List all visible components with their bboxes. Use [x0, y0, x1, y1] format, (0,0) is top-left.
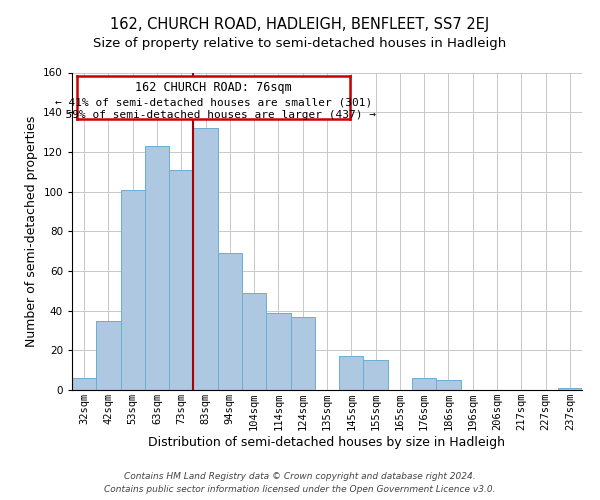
Bar [121, 190, 145, 390]
Bar [364, 360, 388, 390]
Bar [266, 312, 290, 390]
Bar [290, 316, 315, 390]
X-axis label: Distribution of semi-detached houses by size in Hadleigh: Distribution of semi-detached houses by … [149, 436, 505, 449]
Text: Size of property relative to semi-detached houses in Hadleigh: Size of property relative to semi-detach… [94, 38, 506, 51]
Bar [558, 388, 582, 390]
Bar [169, 170, 193, 390]
Bar [218, 253, 242, 390]
Bar [412, 378, 436, 390]
Bar [242, 293, 266, 390]
Bar [193, 128, 218, 390]
Bar [145, 146, 169, 390]
Text: 162, CHURCH ROAD, HADLEIGH, BENFLEET, SS7 2EJ: 162, CHURCH ROAD, HADLEIGH, BENFLEET, SS… [110, 18, 490, 32]
Bar [72, 378, 96, 390]
Y-axis label: Number of semi-detached properties: Number of semi-detached properties [25, 116, 38, 347]
Text: Contains HM Land Registry data © Crown copyright and database right 2024.
Contai: Contains HM Land Registry data © Crown c… [104, 472, 496, 494]
Bar [96, 320, 121, 390]
Bar [339, 356, 364, 390]
Bar [436, 380, 461, 390]
